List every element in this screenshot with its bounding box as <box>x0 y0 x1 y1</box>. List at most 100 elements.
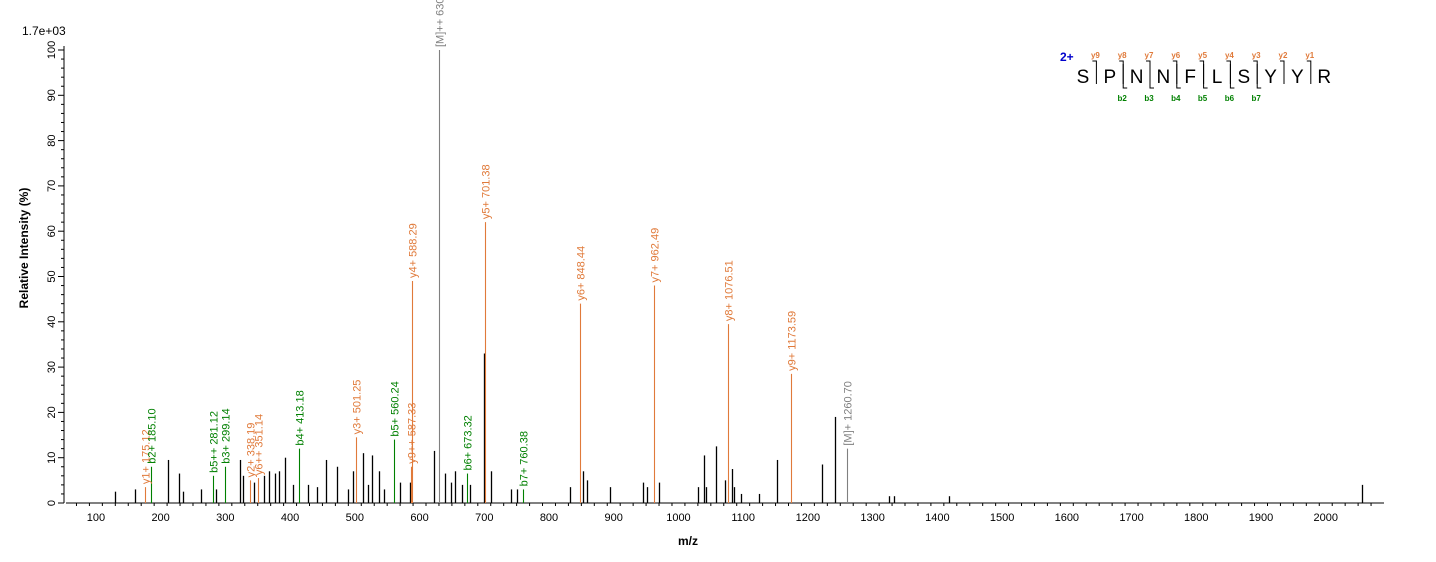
y-ion-marker <box>1226 60 1231 84</box>
peak-label: y9++ 587.33 <box>407 403 419 464</box>
x-axis: 100 200 300 400 500 600 700 800 900 1000 1100 1200 1… <box>66 502 1384 524</box>
x-tick-label: 1000 <box>666 512 690 524</box>
y-tick-label: 80 <box>46 134 58 146</box>
peak-label: y6++ 351.14 <box>254 414 266 475</box>
x-tick-label: 1400 <box>925 512 949 524</box>
x-tick-label: 1500 <box>990 512 1014 524</box>
b-ion-marker <box>1203 64 1208 89</box>
sequence-residue: N <box>1157 67 1171 88</box>
y-ion-label: y5 <box>1198 51 1207 60</box>
y-ion-marker <box>1306 60 1312 84</box>
peak-label: y9+ 1173.59 <box>787 311 799 371</box>
x-tick-label: 900 <box>605 512 623 524</box>
peak-label: b2+ 185.10 <box>147 408 159 463</box>
peak-label: b3+ 299.14 <box>221 408 233 463</box>
b-ion-label: b5 <box>1198 94 1208 103</box>
peak-label: y4+ 588.29 <box>408 223 420 278</box>
sequence-residue: R <box>1317 67 1331 88</box>
y-ion-label: y7 <box>1145 51 1154 60</box>
x-tick-label: 500 <box>346 512 364 524</box>
peak-label: y1+ 175.12 <box>141 429 153 484</box>
x-tick-label: 1600 <box>1055 512 1079 524</box>
y-axis-title: Relative Intensity (%) <box>17 188 31 309</box>
x-tick-label: 1200 <box>796 512 820 524</box>
peak-label: y2+ 338.19 <box>246 423 258 478</box>
x-tick-label: 100 <box>87 512 105 524</box>
sequence-residue: F <box>1184 67 1196 88</box>
b-ion-label: b6 <box>1225 94 1235 103</box>
x-tick-label: 1800 <box>1184 512 1208 524</box>
x-tick-label: 1700 <box>1119 512 1143 524</box>
y-tick-label: 10 <box>46 452 58 464</box>
y-ion-marker <box>1172 60 1178 84</box>
y-tick-label: 100 <box>46 41 58 59</box>
y-tick-label: 70 <box>46 180 58 192</box>
x-tick-label: 400 <box>281 512 299 524</box>
y-axis: 0 10 20 30 40 50 60 70 80 90 100 <box>46 41 65 506</box>
intensity-scale-label: 1.7e+03 <box>22 24 66 38</box>
sequence-residue: Y <box>1264 67 1277 88</box>
x-tick-label: 1100 <box>731 512 755 524</box>
y-ion-marker <box>1199 60 1205 84</box>
y-tick-label: 90 <box>46 89 58 101</box>
b-ion-marker <box>1176 64 1181 89</box>
y-ion-label: y1 <box>1305 51 1314 60</box>
b-ion-label: b2 <box>1118 94 1128 103</box>
y-ion-marker <box>1280 60 1285 84</box>
b-ion-marker <box>1256 64 1262 89</box>
peak-label: b5++ 281.12 <box>209 411 221 473</box>
y-ion-marker <box>1146 60 1151 84</box>
b-ion-marker <box>1122 64 1128 89</box>
x-tick-label: 2000 <box>1314 512 1338 524</box>
peak-label: b6+ 673.32 <box>463 415 475 470</box>
peak-label: b4+ 413.18 <box>295 390 307 445</box>
y-tick-label: 40 <box>46 316 58 328</box>
sequence-residue: S <box>1077 67 1090 88</box>
peak-label: [M]++ 630.80 <box>435 0 447 47</box>
peak-label: y3+ 501.25 <box>352 380 364 435</box>
y-tick-label: 20 <box>46 406 58 418</box>
y-ion-label: y3 <box>1252 51 1261 60</box>
y-ion-marker <box>1253 60 1258 84</box>
peak-label: b5+ 560.24 <box>390 381 402 436</box>
y-ion-label: y2 <box>1279 51 1288 60</box>
sequence-residue: S <box>1237 67 1250 88</box>
y-ion-label: y4 <box>1225 51 1234 60</box>
x-axis-title: m/z <box>678 534 698 548</box>
y-ion-label: y8 <box>1118 51 1127 60</box>
y-tick-label: 50 <box>46 270 58 282</box>
peak-bars <box>114 50 1364 503</box>
sequence-residue: N <box>1130 67 1144 88</box>
sequence-residue: P <box>1103 67 1116 88</box>
peak-label: y7+ 962.49 <box>650 228 662 283</box>
peak-label: b7+ 760.38 <box>519 431 531 486</box>
b-ion-label: b7 <box>1252 94 1262 103</box>
x-tick-label: 1300 <box>860 512 884 524</box>
sequence-residue: L <box>1212 67 1223 88</box>
sequence-residue: Y <box>1291 67 1304 88</box>
x-tick-label: 1900 <box>1249 512 1273 524</box>
charge-label: 2+ <box>1060 50 1074 64</box>
y-ion-label: y6 <box>1171 51 1180 60</box>
b-ion-label: b4 <box>1171 94 1181 103</box>
peak-label: y8+ 1076.51 <box>724 260 736 321</box>
y-tick-label: 60 <box>46 225 58 237</box>
x-tick-label: 600 <box>410 512 428 524</box>
y-ion-label: y9 <box>1091 51 1100 60</box>
b-ion-marker <box>1149 64 1154 89</box>
peak-label: [M]+ 1260.70 <box>843 381 855 446</box>
x-tick-label: 700 <box>475 512 493 524</box>
x-tick-label: 200 <box>151 512 169 524</box>
y-tick-label: 0 <box>46 500 58 506</box>
b-ion-label: b3 <box>1144 94 1154 103</box>
peak-label: y5+ 701.38 <box>481 164 493 219</box>
peak-label: y6+ 848.44 <box>576 246 588 301</box>
x-tick-label: 800 <box>540 512 558 524</box>
b-ion-marker <box>1229 64 1235 89</box>
y-ion-marker <box>1092 60 1097 84</box>
y-ion-marker <box>1119 60 1124 84</box>
y-tick-label: 30 <box>46 361 58 373</box>
